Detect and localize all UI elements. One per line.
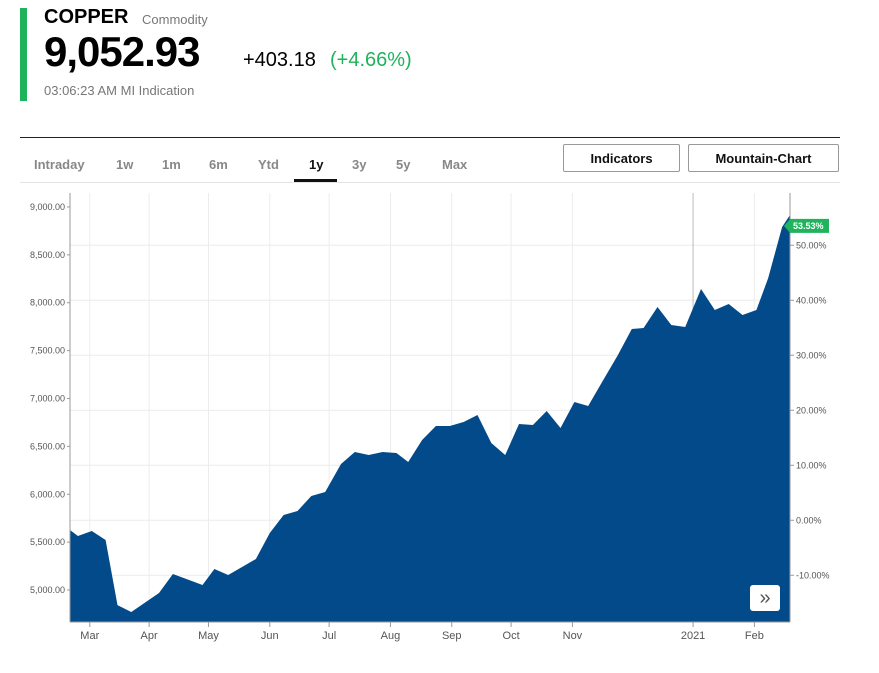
chart-type-button[interactable]: Mountain-Chart	[688, 144, 839, 172]
tab-3y[interactable]: 3y	[352, 157, 367, 172]
current-change-badge: 53.53%	[784, 218, 829, 233]
right-tick-label: 50.00%	[796, 240, 827, 250]
x-tick-label: Apr	[141, 630, 158, 642]
tab-intraday[interactable]: Intraday	[34, 157, 85, 172]
last-price: 9,052.93	[44, 28, 200, 75]
left-tick-label: 8,500.00	[30, 250, 65, 260]
scroll-forward-button[interactable]: »	[750, 585, 780, 611]
right-tick-label: 20.00%	[796, 405, 827, 415]
x-tick-label: May	[198, 630, 219, 642]
x-tick-label: Oct	[503, 630, 520, 642]
current-change-badge-bg	[784, 218, 829, 233]
price-change: +403.18	[243, 49, 316, 71]
current-change-label: 53.53%	[793, 221, 824, 231]
divider	[20, 137, 840, 138]
x-tick-label: Feb	[745, 630, 764, 642]
left-tick-label: 8,000.00	[30, 298, 65, 308]
x-tick-label: Jul	[322, 630, 336, 642]
price-change-percent: (+4.66%)	[330, 49, 412, 71]
price-area	[70, 215, 790, 622]
x-tick-label: Sep	[442, 630, 462, 642]
right-tick-label: -10.00%	[796, 570, 830, 580]
tab-1m[interactable]: 1m	[162, 157, 181, 172]
tab-ytd[interactable]: Ytd	[258, 157, 279, 172]
tab-1y[interactable]: 1y	[309, 157, 324, 172]
right-tick-label: 10.00%	[796, 460, 827, 470]
instrument-type: Commodity	[142, 12, 208, 27]
x-tick-label: 2021	[681, 630, 705, 642]
right-tick-label: 30.00%	[796, 350, 827, 360]
left-tick-label: 7,000.00	[30, 393, 65, 403]
x-tick-label: Jun	[261, 630, 279, 642]
axes	[67, 193, 794, 627]
accent-bar	[20, 8, 27, 101]
left-tick-label: 6,500.00	[30, 441, 65, 451]
tabs-divider	[20, 182, 840, 183]
tab-5y[interactable]: 5y	[396, 157, 411, 172]
tab-1w[interactable]: 1w	[116, 157, 134, 172]
indicators-button[interactable]: Indicators	[563, 144, 680, 172]
axis-labels: 50.00% 40.00% 30.00% 20.00% 10.00% 0.00% -10.0…	[30, 202, 830, 642]
x-tick-label: Aug	[381, 630, 401, 642]
tab-6m[interactable]: 6m	[209, 157, 228, 172]
double-chevron-right-icon: »	[759, 586, 771, 609]
left-tick-label: 6,000.00	[30, 489, 65, 499]
active-tab-indicator	[294, 179, 337, 182]
left-tick-label: 9,000.00	[30, 202, 65, 212]
x-tick-label: Nov	[563, 630, 583, 642]
left-tick-label: 5,000.00	[30, 585, 65, 595]
x-tick-label: Mar	[80, 630, 99, 642]
left-tick-label: 7,500.00	[30, 346, 65, 356]
instrument-name: COPPER	[44, 6, 129, 28]
left-tick-label: 5,500.00	[30, 537, 65, 547]
right-tick-label: 40.00%	[796, 295, 827, 305]
quote-timestamp: 03:06:23 AM MI Indication	[44, 83, 195, 98]
right-tick-label: 0.00%	[796, 515, 822, 525]
tab-max[interactable]: Max	[442, 157, 468, 172]
